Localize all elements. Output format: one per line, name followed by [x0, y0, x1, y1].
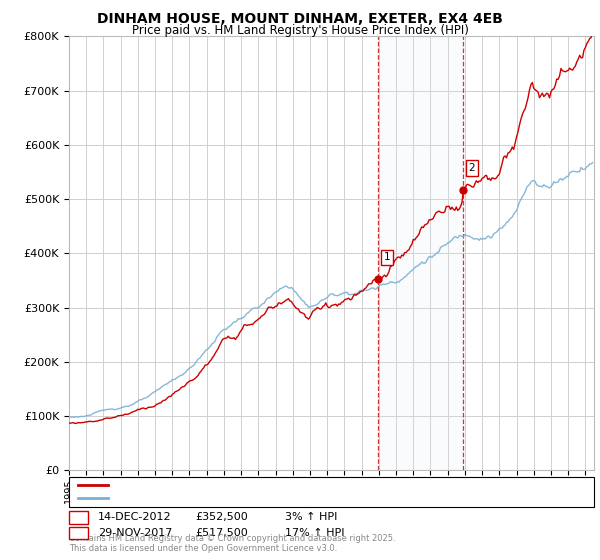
Text: 29-NOV-2017: 29-NOV-2017 — [98, 528, 172, 538]
Text: 2: 2 — [469, 163, 475, 173]
Text: 3% ↑ HPI: 3% ↑ HPI — [285, 512, 337, 522]
Text: HPI: Average price, detached house, Exeter: HPI: Average price, detached house, Exet… — [114, 493, 340, 503]
Text: 1: 1 — [75, 512, 82, 522]
Text: DINHAM HOUSE, MOUNT DINHAM, EXETER, EX4 4EB: DINHAM HOUSE, MOUNT DINHAM, EXETER, EX4 … — [97, 12, 503, 26]
Text: £352,500: £352,500 — [195, 512, 248, 522]
Text: Price paid vs. HM Land Registry's House Price Index (HPI): Price paid vs. HM Land Registry's House … — [131, 24, 469, 36]
Text: 2: 2 — [75, 528, 82, 538]
Text: 1: 1 — [383, 253, 390, 263]
Text: 17% ↑ HPI: 17% ↑ HPI — [285, 528, 344, 538]
Text: 14-DEC-2012: 14-DEC-2012 — [98, 512, 172, 522]
Text: DINHAM HOUSE, MOUNT DINHAM, EXETER, EX4 4EB (detached house): DINHAM HOUSE, MOUNT DINHAM, EXETER, EX4 … — [114, 480, 479, 491]
Text: £517,500: £517,500 — [195, 528, 248, 538]
Text: Contains HM Land Registry data © Crown copyright and database right 2025.
This d: Contains HM Land Registry data © Crown c… — [69, 534, 395, 553]
